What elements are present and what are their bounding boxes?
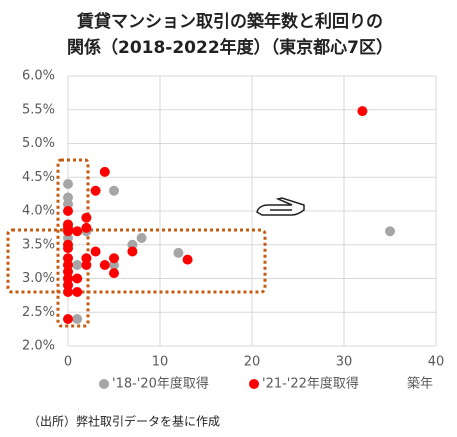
data-point (72, 273, 83, 284)
data-point (173, 247, 184, 258)
chart-title: 賃貸マンション取引の築年数と利回りの (76, 11, 383, 32)
x-axis-label: 築年 (407, 377, 433, 392)
data-point (182, 254, 193, 265)
legend-marker (99, 379, 109, 389)
x-tick-label: 40 (428, 355, 445, 370)
data-point (63, 314, 73, 324)
x-tick-label: 10 (152, 355, 169, 370)
data-point (127, 246, 138, 257)
source-note: （出所）弊社取引データを基に作成 (28, 414, 220, 429)
data-point (90, 185, 101, 196)
data-point (99, 166, 110, 177)
data-point (99, 260, 110, 270)
data-point (72, 226, 83, 237)
y-tick-label: 2.5% (22, 305, 55, 320)
data-point (81, 212, 92, 223)
x-tick-label: 30 (336, 355, 353, 370)
highlight-box (56, 158, 90, 328)
chart-title: 関係（2018-2022年度）（東京都心7区） (67, 37, 393, 58)
y-tick-label: 3.5% (22, 237, 55, 252)
legend-label: '18-'20年度取得 (112, 376, 209, 392)
data-point (72, 260, 83, 270)
data-point (63, 179, 73, 189)
data-point (109, 185, 119, 196)
y-tick-label: 4.0% (22, 204, 55, 219)
y-tick-label: 5.0% (22, 136, 55, 151)
x-tick-label: 0 (64, 355, 72, 370)
data-point (72, 287, 83, 297)
grid (67, 75, 437, 347)
x-tick-label: 20 (244, 355, 261, 370)
data-point (109, 268, 119, 279)
data-point (63, 243, 73, 254)
y-tick-label: 4.5% (22, 170, 55, 185)
data-point (136, 233, 147, 243)
data-point (63, 287, 73, 297)
data-point (81, 260, 92, 270)
y-tick-label: 5.5% (22, 102, 55, 117)
y-tick-label: 6.0% (22, 69, 55, 84)
data-point (81, 222, 92, 233)
data-point (90, 246, 101, 257)
highlight-box (6, 228, 267, 294)
legend-marker (249, 379, 259, 389)
pointer-icon (256, 197, 305, 216)
y-tick-label: 3.0% (22, 271, 55, 286)
data-point (72, 314, 83, 324)
legend-label: '21-'22年度取得 (262, 376, 359, 392)
data-point (385, 226, 395, 237)
data-point (357, 106, 368, 117)
data-point (63, 226, 73, 237)
data-point (109, 253, 119, 264)
y-tick-label: 2.0% (22, 339, 55, 354)
data-point (63, 206, 73, 216)
